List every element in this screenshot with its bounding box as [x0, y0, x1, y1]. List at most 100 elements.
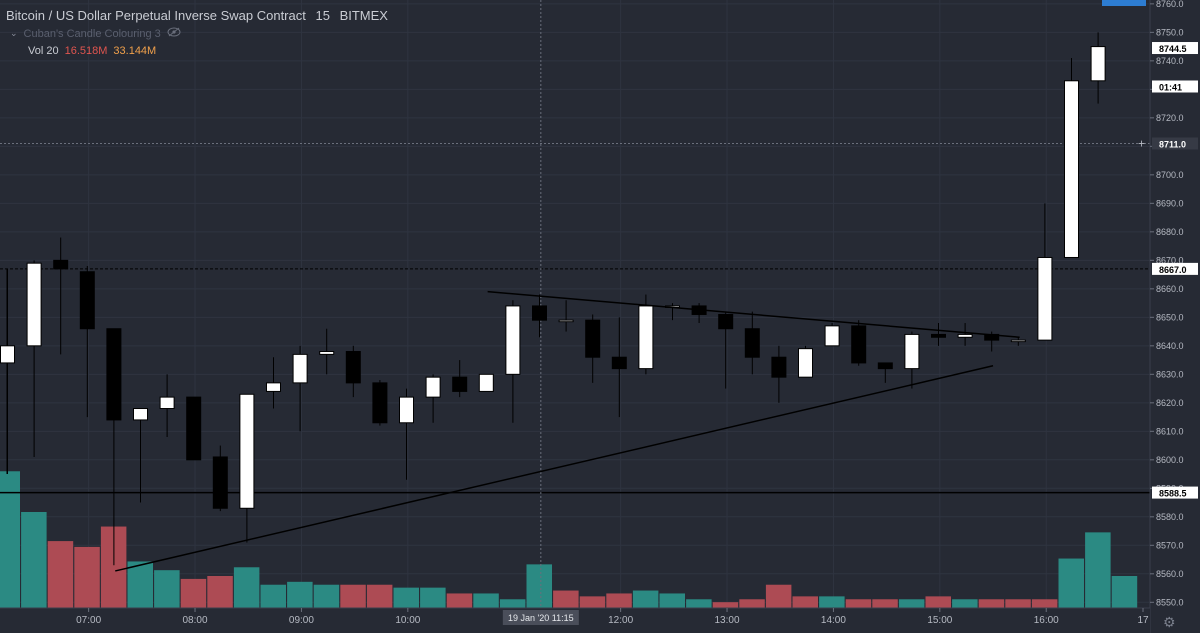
candle[interactable] [79, 271, 95, 330]
candle[interactable] [904, 333, 920, 370]
price-tick-label: 8570.0 [1156, 540, 1184, 550]
eye-hidden-icon[interactable] [167, 27, 181, 40]
candle[interactable] [425, 376, 441, 398]
volume-bar [340, 584, 366, 608]
volume-bar [21, 512, 47, 608]
volume-bar [207, 576, 233, 608]
candle[interactable] [505, 305, 521, 375]
candle[interactable] [106, 328, 122, 421]
indicator-legend[interactable]: ⌄ Cuban's Candle Colouring 3 [10, 27, 181, 40]
time-tick-label: 09:00 [289, 615, 314, 626]
time-tick-label: 16:00 [1034, 615, 1059, 626]
candle[interactable] [266, 382, 281, 392]
candle[interactable] [1064, 80, 1079, 258]
volume-bar [0, 471, 20, 608]
volume-ma-value: 33.144M [113, 45, 157, 57]
candle[interactable] [239, 393, 255, 509]
crosshair-time-label: 19 Jan '20 11:15 [508, 613, 574, 623]
indicator-name: Cuban's Candle Colouring 3 [23, 27, 161, 40]
candle[interactable] [1090, 46, 1106, 82]
candle[interactable] [53, 259, 69, 270]
candle[interactable] [292, 353, 308, 384]
crosshair-price-label: 8711.0 [1159, 139, 1186, 149]
candle[interactable] [186, 396, 202, 461]
chevron-down-icon[interactable]: ⌄ [10, 28, 18, 38]
candle[interactable] [931, 333, 946, 338]
price-tick-label: 8690.0 [1156, 198, 1184, 208]
candle[interactable] [345, 351, 361, 384]
volume-bar [686, 599, 712, 608]
candle[interactable] [26, 262, 42, 347]
crosshair-price-label-box [1152, 137, 1198, 150]
candle[interactable] [771, 356, 787, 378]
time-tick-label: 07:00 [76, 615, 101, 626]
plot-area[interactable] [0, 0, 1150, 608]
trendline[interactable] [487, 290, 1020, 339]
price-tick-label: 8660.0 [1156, 284, 1184, 294]
candle[interactable] [585, 319, 601, 358]
exchange-label: BITMEX [339, 8, 388, 23]
candle[interactable] [877, 362, 893, 370]
price-tick-label: 8630.0 [1156, 369, 1184, 379]
candle[interactable] [611, 356, 627, 370]
volume-legend[interactable]: Vol 20 16.518M 33.144M [28, 45, 156, 57]
price-axis[interactable] [1150, 0, 1200, 633]
volume-bar [553, 590, 579, 608]
candle[interactable] [824, 325, 840, 347]
volume-bar [313, 584, 340, 608]
volume-bar [446, 593, 473, 608]
volume-bar [952, 599, 978, 608]
candle[interactable] [851, 325, 867, 364]
header-action-button[interactable] [1102, 0, 1146, 6]
time-tick-label: 13:00 [715, 615, 740, 626]
time-tick-label: 12:00 [608, 615, 633, 626]
volume-bar [1005, 599, 1031, 608]
candle[interactable] [133, 408, 148, 421]
price-tick-label: 8750.0 [1156, 27, 1184, 37]
crosshair-plus-icon[interactable]: + [1138, 136, 1145, 150]
candle[interactable] [1010, 339, 1026, 343]
volume-bar [473, 593, 499, 608]
volume-bar [154, 570, 180, 608]
price-tick-label: 8720.0 [1156, 113, 1184, 123]
volume-bar [978, 599, 1005, 608]
candle[interactable] [0, 345, 15, 364]
price-tick-label: 8580.0 [1156, 512, 1184, 522]
volume-bar [579, 596, 606, 608]
volume-bar [606, 593, 632, 608]
time-tick-label: 14:00 [821, 615, 846, 626]
trendline[interactable] [115, 365, 994, 572]
price-tick-label: 8680.0 [1156, 227, 1184, 237]
candle[interactable] [532, 305, 547, 321]
symbol-header: Bitcoin / US Dollar Perpetual Inverse Sw… [6, 8, 394, 23]
volume-bar [1085, 532, 1111, 608]
volume-bar [845, 599, 872, 608]
time-tick-label: 17 [1137, 615, 1149, 626]
candle[interactable] [798, 348, 813, 378]
candle[interactable] [478, 373, 494, 392]
candle[interactable] [212, 456, 228, 509]
candle[interactable] [372, 382, 388, 424]
candle[interactable] [399, 396, 414, 424]
candle[interactable] [452, 376, 468, 392]
candle[interactable] [718, 313, 734, 330]
interval-label: 15 [315, 8, 330, 23]
crosshair-time-box [502, 610, 579, 625]
candle[interactable] [159, 396, 175, 410]
price-tick-label: 8610.0 [1156, 426, 1184, 436]
level-lower-label-box [1152, 486, 1198, 499]
candle[interactable] [957, 333, 973, 338]
gear-icon[interactable]: ⚙ [1163, 614, 1176, 630]
candle[interactable] [744, 328, 760, 358]
countdown-label-box [1152, 80, 1198, 93]
candle[interactable] [638, 305, 654, 370]
candle[interactable] [319, 351, 335, 355]
volume-label: Vol 20 [28, 45, 59, 57]
level-upper-label: 8667.0 [1159, 265, 1187, 275]
candle[interactable] [558, 319, 574, 323]
time-tick-label: 15:00 [927, 615, 952, 626]
volume-bar [74, 546, 100, 608]
volume-bar [393, 587, 419, 608]
candle[interactable] [1037, 256, 1053, 341]
